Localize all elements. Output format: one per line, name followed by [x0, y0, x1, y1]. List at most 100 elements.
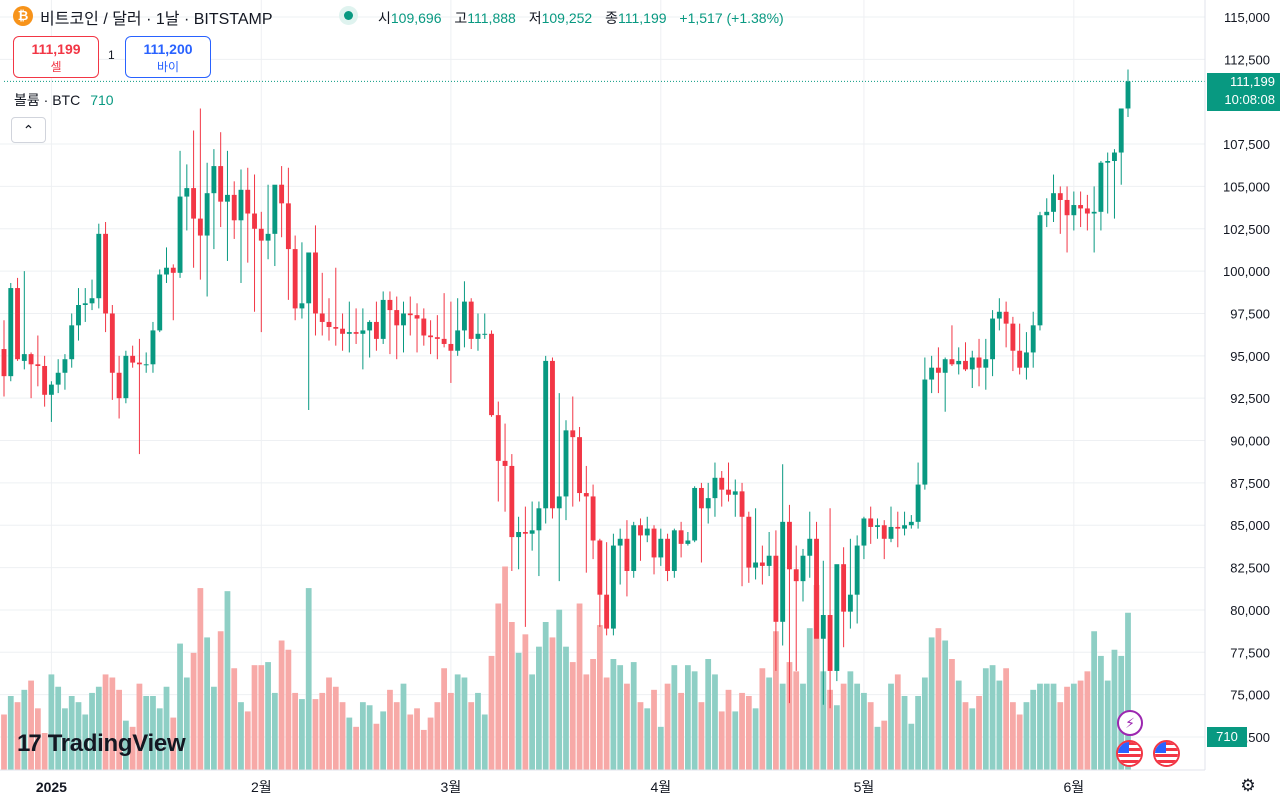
- volume-bar: [536, 646, 542, 770]
- volume-bar: [942, 640, 949, 770]
- volume-bar: [143, 696, 150, 770]
- candle-body: [1118, 108, 1124, 153]
- volume-bar: [732, 711, 739, 770]
- volume-bar: [332, 686, 339, 770]
- candle-body: [15, 288, 20, 360]
- collapse-legend-button[interactable]: ⌃: [11, 117, 46, 143]
- volume-bar: [1003, 668, 1010, 770]
- candle-body: [1030, 325, 1036, 353]
- volume-bar: [827, 689, 833, 770]
- price-tick-label: 75,000: [1230, 688, 1270, 703]
- volume-bar: [62, 708, 68, 770]
- volume-bar: [129, 726, 136, 770]
- volume-bar: [705, 659, 712, 770]
- tradingview-logo[interactable]: 17 TradingView: [17, 730, 186, 758]
- lightning-event-icon[interactable]: ⚡: [1117, 710, 1143, 736]
- candle-body: [942, 359, 948, 373]
- candle-body: [1105, 161, 1111, 163]
- close-value: 111,199: [617, 10, 667, 26]
- volume-bar: [1091, 631, 1098, 770]
- candle-body: [1125, 81, 1131, 109]
- volume-bar: [752, 708, 759, 770]
- volume-bar: [624, 683, 630, 770]
- volume-bar: [1037, 683, 1043, 770]
- volume-bar: [1016, 714, 1023, 770]
- candle-body: [346, 332, 352, 334]
- candle-body: [434, 337, 440, 339]
- volume-legend[interactable]: 볼륨 · BTC 710: [14, 90, 114, 110]
- price-tick-label: 102,500: [1223, 222, 1270, 237]
- candle-body: [306, 252, 312, 304]
- volume-bar: [251, 665, 258, 770]
- volume-bar: [224, 591, 231, 770]
- volume-bar: [136, 683, 143, 770]
- volume-bar: [244, 711, 251, 770]
- volume-bar: [793, 671, 800, 770]
- volume-bars: [1, 566, 1131, 770]
- candle-body: [753, 562, 759, 568]
- volume-bar: [170, 717, 177, 770]
- close-key: 종: [605, 10, 618, 26]
- volume-bar: [806, 628, 813, 770]
- candle-body: [705, 498, 711, 509]
- candle-body: [367, 321, 373, 331]
- volume-bar: [556, 609, 563, 770]
- volume-bar: [238, 702, 244, 770]
- volume-bar: [1023, 702, 1030, 770]
- candle-body: [888, 526, 894, 539]
- candle-body: [455, 330, 461, 351]
- volume-bar: [102, 674, 109, 770]
- candle-body: [130, 355, 136, 363]
- candle-body: [969, 357, 975, 370]
- bar-countdown: 10:08:08: [1224, 92, 1275, 107]
- sell-button[interactable]: 111,199 셀: [13, 36, 99, 78]
- volume-bar: [34, 708, 41, 770]
- volume-bar: [759, 668, 766, 770]
- volume-bar: [285, 649, 292, 770]
- candle-body: [820, 615, 826, 639]
- volume-bar: [684, 665, 691, 770]
- candle-body: [157, 274, 163, 331]
- volume-bar: [908, 723, 915, 770]
- candle-body: [69, 325, 75, 360]
- tradingview-mark-icon: 17: [17, 730, 42, 757]
- buy-button[interactable]: 111,200 바이: [125, 36, 211, 78]
- candle-body: [1071, 205, 1077, 216]
- volume-bar: [448, 692, 454, 770]
- candle-body: [428, 335, 434, 338]
- candle-body: [48, 384, 54, 395]
- volume-bar: [353, 726, 359, 770]
- candle-body: [204, 193, 210, 236]
- candle-body: [780, 521, 786, 622]
- candle-body: [340, 328, 345, 334]
- candle-body: [1044, 211, 1050, 216]
- volume-bar: [515, 652, 522, 770]
- spread-value: 1: [108, 48, 115, 62]
- volume-bar: [278, 640, 285, 770]
- candle-body: [252, 213, 257, 229]
- volume-bar: [183, 677, 190, 770]
- settings-icon[interactable]: ⚙: [1240, 776, 1256, 795]
- us-flag-event-icon[interactable]: [1153, 740, 1180, 767]
- symbol-title[interactable]: 비트코인 / 달러 · 1날 · BITSTAMP: [40, 11, 273, 28]
- bitcoin-icon: ₿: [13, 6, 33, 26]
- candle-body: [55, 372, 61, 385]
- buy-price: 111,200: [143, 41, 193, 57]
- candle-body: [28, 354, 34, 365]
- volume-bar: [569, 662, 576, 770]
- volume-bar: [590, 659, 596, 770]
- candle-body: [461, 301, 467, 331]
- live-status-icon: [339, 6, 358, 25]
- volume-bar: [346, 717, 353, 770]
- candle-body: [604, 594, 610, 629]
- volume-bar: [1064, 686, 1070, 770]
- candle-body: [82, 303, 88, 305]
- volume-bar: [813, 585, 820, 770]
- high-key: 고: [454, 10, 468, 26]
- us-flag-event-icon[interactable]: [1116, 740, 1143, 767]
- volume-bar: [637, 702, 644, 770]
- volume-bar: [55, 686, 62, 770]
- volume-bar: [454, 674, 461, 770]
- volume-bar: [982, 668, 989, 770]
